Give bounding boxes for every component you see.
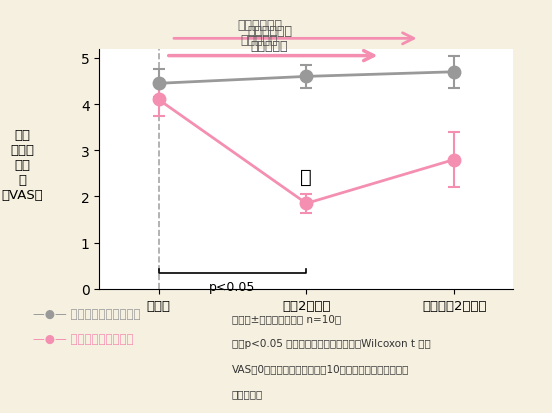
Text: 精神
不安定
の程
度
（VAS）: 精神 不安定 の程 度 （VAS） (1, 129, 43, 202)
Text: —●— 保湿剤を使用した群: —●— 保湿剤を使用した群 (33, 332, 134, 345)
Text: ＊：p<0.05 コントロール群に対して　Wilcoxon t 検定: ＊：p<0.05 コントロール群に対して Wilcoxon t 検定 (232, 339, 431, 349)
Text: 使用群のみに
保湿剤塗布: 使用群のみに 保湿剤塗布 (237, 19, 282, 47)
Text: 平均値±標準誤差（各群 n=10）: 平均値±標準誤差（各群 n=10） (232, 314, 341, 324)
Text: VASは0（精神不安定なし）～10（最大の精神不安定）で: VASは0（精神不安定なし）～10（最大の精神不安定）で (232, 363, 409, 373)
Text: 使用群のみに
保湿剤塗布: 使用群のみに 保湿剤塗布 (247, 25, 292, 53)
Text: p<0.05: p<0.05 (209, 280, 256, 293)
Text: —●— 保湿剤を使用しない群: —●— 保湿剤を使用しない群 (33, 307, 141, 320)
Text: 評価した。: 評価した。 (232, 388, 263, 398)
Text: ＊: ＊ (300, 167, 312, 186)
